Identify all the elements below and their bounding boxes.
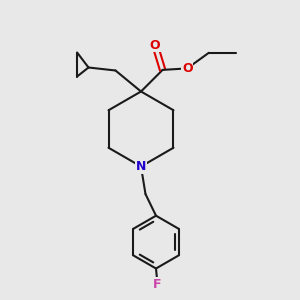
Text: N: N — [136, 160, 146, 173]
Text: O: O — [150, 39, 160, 52]
Text: O: O — [182, 62, 193, 75]
Text: F: F — [153, 278, 162, 291]
